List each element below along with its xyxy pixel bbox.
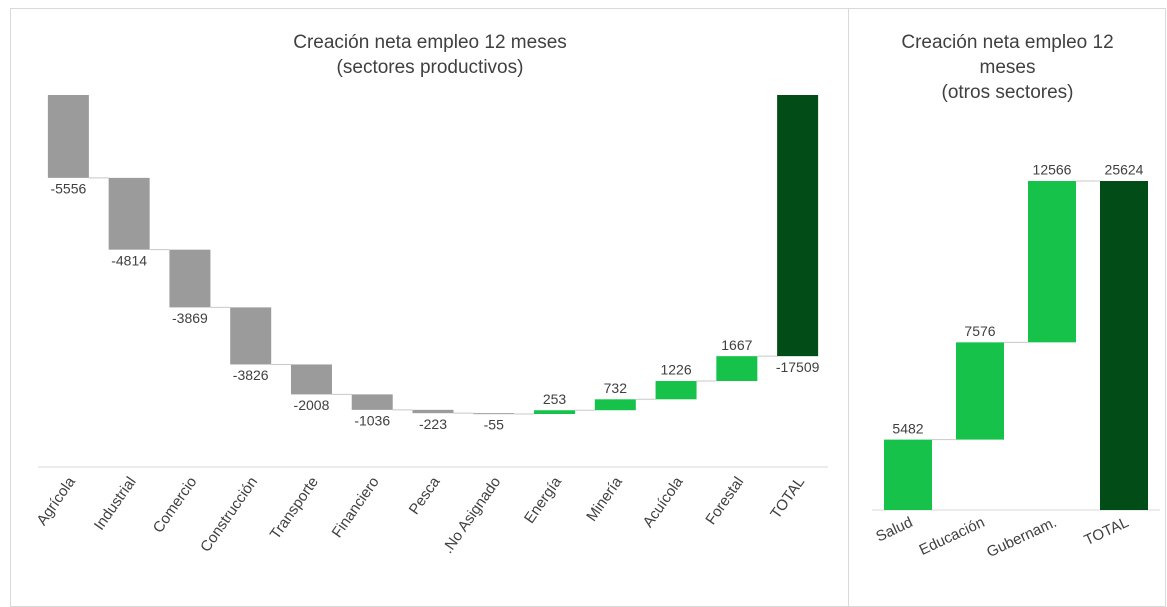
x-tick-label: TOTAL — [767, 474, 808, 522]
data-label: -55 — [484, 417, 504, 433]
data-label: -5556 — [50, 181, 86, 197]
chart-title: Creación neta empleo 12 meses — [293, 32, 567, 53]
chart-title-box: Creación neta empleo 12 meses (otros sec… — [880, 30, 1135, 105]
x-tick-label: Construcción — [197, 474, 261, 555]
data-label: 253 — [543, 391, 567, 407]
chart-subtitle: (otros sectores) — [941, 82, 1074, 103]
x-tick-label: .No Asignado — [439, 474, 504, 557]
x-tick-label: Financiero — [329, 474, 383, 541]
x-tick-label: Industrial — [91, 474, 140, 534]
bar — [169, 249, 211, 308]
x-tick-label: Pesca — [406, 473, 444, 517]
x-tick-label: Educación — [917, 514, 988, 559]
bar — [534, 410, 576, 414]
data-label: 1226 — [660, 362, 691, 378]
chart-title: Creación neta empleo 12 meses — [901, 32, 1114, 78]
data-label: 1667 — [721, 337, 752, 353]
x-tick-label: Transporte — [267, 474, 322, 543]
bar — [777, 95, 819, 357]
bar — [290, 364, 332, 395]
chart-title-box: Creación neta empleo 12 meses (sectores … — [200, 30, 660, 80]
chart-subtitle: (sectores productivos) — [336, 57, 524, 78]
bar — [412, 409, 454, 414]
data-label: -3869 — [172, 310, 208, 326]
x-tick-label: Agrícola — [33, 473, 79, 528]
data-label: -1036 — [354, 413, 390, 429]
data-label: 732 — [604, 380, 628, 396]
bar — [108, 177, 150, 250]
data-label: -17509 — [776, 359, 820, 375]
x-tick-label: Salud — [873, 514, 915, 546]
bar — [594, 399, 636, 411]
bar — [1100, 181, 1148, 510]
x-tick-label: Gubernam. — [984, 514, 1059, 561]
bar — [716, 356, 758, 382]
data-label: -223 — [419, 416, 447, 432]
bar — [351, 394, 393, 410]
x-tick-label: Minería — [583, 473, 626, 524]
data-label: 5482 — [892, 420, 923, 436]
x-tick-label: Acuícola — [640, 473, 687, 530]
data-label: 12566 — [1033, 162, 1072, 178]
x-tick-label: Forestal — [702, 474, 747, 528]
data-label: -3826 — [233, 367, 269, 383]
data-label: -2008 — [294, 397, 330, 413]
x-tick-label: Comercio — [150, 474, 201, 536]
x-tick-label: Energía — [521, 473, 565, 526]
bar — [1028, 181, 1076, 343]
data-label: -4814 — [111, 252, 147, 268]
bar — [230, 307, 272, 365]
bar — [956, 342, 1004, 440]
data-label: 7576 — [964, 323, 995, 339]
data-label: 25624 — [1105, 162, 1144, 178]
bar — [473, 413, 515, 415]
bar — [47, 95, 89, 178]
x-tick-label: TOTAL — [1082, 514, 1132, 549]
bar — [884, 439, 932, 510]
bar — [655, 381, 697, 400]
